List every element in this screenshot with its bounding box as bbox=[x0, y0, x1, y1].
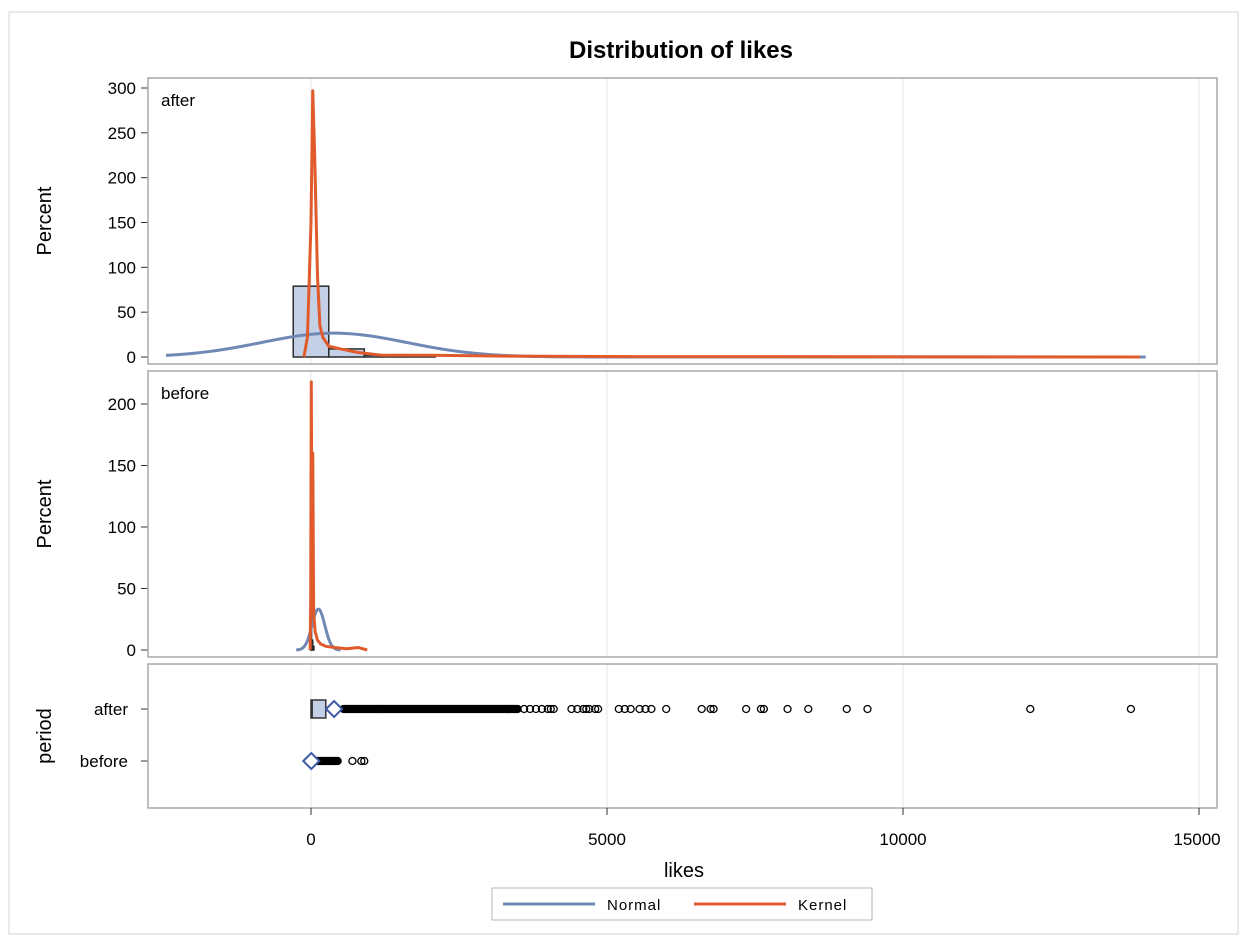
x-axis-label: likes bbox=[664, 860, 704, 882]
y-axis-label-period: period bbox=[34, 708, 56, 764]
panel-label-after: after bbox=[161, 91, 195, 110]
legend: Normal Kernel bbox=[492, 888, 872, 920]
y-tick-label-before-150: 150 bbox=[108, 457, 136, 476]
category-label-after: after bbox=[94, 700, 128, 719]
y-tick-label-after-200: 200 bbox=[108, 169, 136, 188]
chart-title: Distribution of likes bbox=[569, 37, 793, 64]
histogram-bar-before-2 bbox=[313, 646, 314, 650]
y-tick-label-before-200: 200 bbox=[108, 395, 136, 414]
x-tick-label-0: 0 bbox=[306, 830, 315, 849]
box-after bbox=[311, 700, 326, 718]
histogram-bar-after-0 bbox=[293, 286, 329, 357]
y-tick-label-after-150: 150 bbox=[108, 214, 136, 233]
y-tick-label-before-0: 0 bbox=[127, 641, 136, 660]
y-axis-label-after: Percent bbox=[34, 186, 56, 255]
y-tick-label-after-100: 100 bbox=[108, 258, 136, 277]
category-label-before: before bbox=[80, 752, 128, 771]
y-tick-label-before-50: 50 bbox=[117, 580, 136, 599]
y-tick-label-before-100: 100 bbox=[108, 518, 136, 537]
y-tick-label-after-300: 300 bbox=[108, 79, 136, 98]
x-tick-label-15000: 15000 bbox=[1173, 830, 1220, 849]
y-tick-label-after-50: 50 bbox=[117, 303, 136, 322]
outer-border bbox=[9, 12, 1238, 934]
legend-label-normal: Normal bbox=[607, 897, 661, 914]
y-axis-label-before: Percent bbox=[34, 479, 56, 548]
x-tick-label-5000: 5000 bbox=[588, 830, 626, 849]
y-tick-label-after-0: 0 bbox=[127, 348, 136, 367]
y-tick-label-after-250: 250 bbox=[108, 124, 136, 143]
legend-label-kernel: Kernel bbox=[798, 897, 847, 914]
panel-label-before: before bbox=[161, 384, 209, 403]
x-tick-label-10000: 10000 bbox=[879, 830, 926, 849]
